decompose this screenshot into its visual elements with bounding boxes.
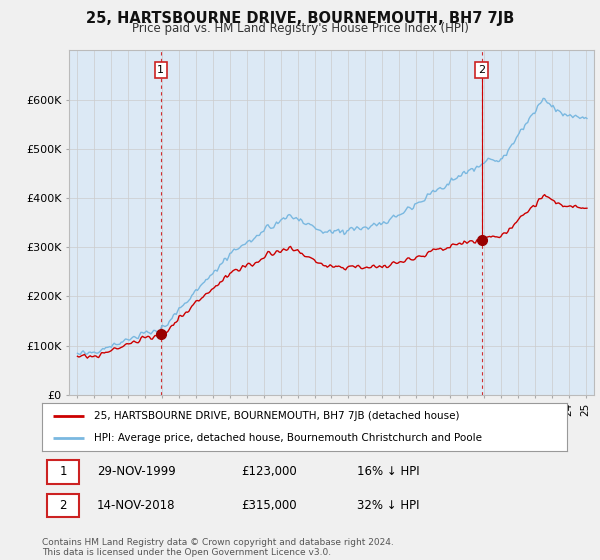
FancyBboxPatch shape (47, 460, 79, 484)
Text: Contains HM Land Registry data © Crown copyright and database right 2024.
This d: Contains HM Land Registry data © Crown c… (42, 538, 394, 557)
FancyBboxPatch shape (47, 493, 79, 517)
Text: 2: 2 (478, 65, 485, 75)
Text: Price paid vs. HM Land Registry's House Price Index (HPI): Price paid vs. HM Land Registry's House … (131, 22, 469, 35)
Text: 1: 1 (157, 65, 164, 75)
Text: 14-NOV-2018: 14-NOV-2018 (97, 499, 176, 512)
Text: 32% ↓ HPI: 32% ↓ HPI (357, 499, 419, 512)
Text: 29-NOV-1999: 29-NOV-1999 (97, 465, 176, 478)
Text: 25, HARTSBOURNE DRIVE, BOURNEMOUTH, BH7 7JB: 25, HARTSBOURNE DRIVE, BOURNEMOUTH, BH7 … (86, 11, 514, 26)
Text: 1: 1 (59, 465, 67, 478)
Text: 2: 2 (59, 499, 67, 512)
Text: 25, HARTSBOURNE DRIVE, BOURNEMOUTH, BH7 7JB (detached house): 25, HARTSBOURNE DRIVE, BOURNEMOUTH, BH7 … (95, 411, 460, 421)
Text: £123,000: £123,000 (241, 465, 297, 478)
Text: 16% ↓ HPI: 16% ↓ HPI (357, 465, 419, 478)
Text: £315,000: £315,000 (241, 499, 297, 512)
Text: HPI: Average price, detached house, Bournemouth Christchurch and Poole: HPI: Average price, detached house, Bour… (95, 433, 482, 443)
